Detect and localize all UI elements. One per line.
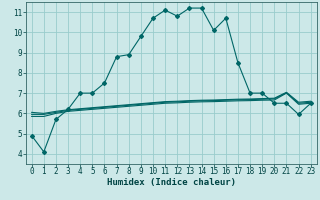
X-axis label: Humidex (Indice chaleur): Humidex (Indice chaleur) [107,178,236,187]
